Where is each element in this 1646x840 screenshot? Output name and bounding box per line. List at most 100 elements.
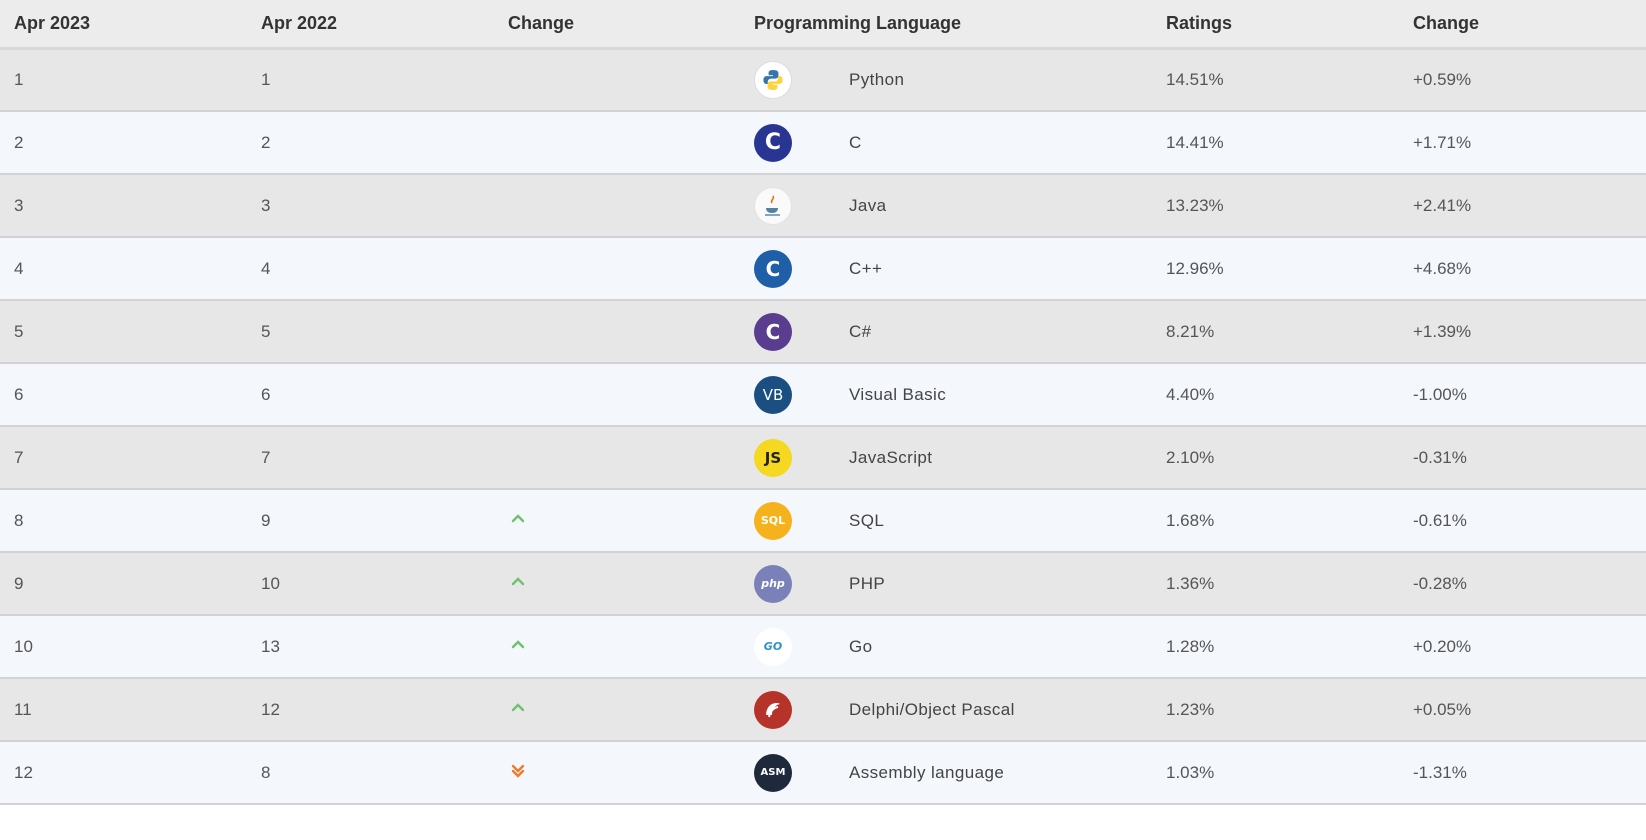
- table-row: 4 4 C C++ 12.96% +4.68%: [0, 237, 1646, 301]
- previous-rank-cell: 2: [247, 111, 494, 175]
- previous-rank-cell: 10: [247, 552, 494, 616]
- current-rank-cell: 10: [0, 615, 247, 679]
- header-change: Change: [494, 0, 740, 50]
- language-name-cell: C#: [835, 300, 1152, 364]
- icon-glyph-text: SQL: [760, 514, 786, 527]
- rating-change-cell: +4.68%: [1399, 237, 1646, 301]
- rating-cell: 14.41%: [1152, 111, 1399, 175]
- rank-up-arrow-icon: [511, 577, 525, 586]
- csharp-icon: C: [754, 312, 792, 351]
- language-icon-cell: php: [740, 552, 835, 616]
- change-indicator-cell: [494, 489, 740, 553]
- current-rank-cell: 5: [0, 300, 247, 364]
- current-rank-cell: 2: [0, 111, 247, 175]
- php-icon: php: [754, 564, 792, 603]
- language-icon-cell: VB: [740, 363, 835, 427]
- language-name-cell: SQL: [835, 489, 1152, 553]
- rating-change-cell: +0.20%: [1399, 615, 1646, 679]
- previous-rank-cell: 13: [247, 615, 494, 679]
- table-row: 3 3 Java 13.23% +2.41%: [0, 174, 1646, 238]
- icon-glyph-text: C: [764, 130, 782, 155]
- header-language: Programming Language: [740, 0, 1152, 50]
- language-name-cell: Go: [835, 615, 1152, 679]
- current-rank-cell: 3: [0, 174, 247, 238]
- current-rank-cell: 12: [0, 741, 247, 805]
- language-name-cell: C: [835, 111, 1152, 175]
- previous-rank-cell: 4: [247, 237, 494, 301]
- visual-basic-icon: VB: [754, 375, 792, 414]
- change-indicator-cell: [494, 426, 740, 490]
- current-rank-cell: 7: [0, 426, 247, 490]
- language-icon-cell: GO: [740, 615, 835, 679]
- ranking-table-container: Apr 2023 Apr 2022 Change Programming Lan…: [0, 0, 1646, 805]
- current-rank-cell: 4: [0, 237, 247, 301]
- rating-change-cell: -0.61%: [1399, 489, 1646, 553]
- change-indicator-cell: [494, 363, 740, 427]
- table-row: 2 2 C C 14.41% +1.71%: [0, 111, 1646, 175]
- language-name-cell: Java: [835, 174, 1152, 238]
- rating-change-cell: -1.00%: [1399, 363, 1646, 427]
- rating-cell: 1.23%: [1152, 678, 1399, 742]
- change-indicator-cell: [494, 237, 740, 301]
- rating-change-cell: +2.41%: [1399, 174, 1646, 238]
- change-indicator-cell: [494, 552, 740, 616]
- language-icon-cell: [740, 174, 835, 238]
- rating-cell: 1.03%: [1152, 741, 1399, 805]
- rating-cell: 1.68%: [1152, 489, 1399, 553]
- table-row: 5 5 C C# 8.21% +1.39%: [0, 300, 1646, 364]
- icon-glyph-text: JS: [764, 448, 782, 467]
- previous-rank-cell: 8: [247, 741, 494, 805]
- change-indicator-cell: [494, 48, 740, 112]
- python-icon: [754, 60, 792, 99]
- current-rank-cell: 11: [0, 678, 247, 742]
- table-row: 7 7 JS JavaScript 2.10% -0.31%: [0, 426, 1646, 490]
- rating-cell: 1.28%: [1152, 615, 1399, 679]
- rating-cell: 4.40%: [1152, 363, 1399, 427]
- language-icon-cell: C: [740, 300, 835, 364]
- current-rank-cell: 1: [0, 48, 247, 112]
- assembly-icon: ASM: [754, 753, 792, 792]
- language-name-cell: Visual Basic: [835, 363, 1152, 427]
- rank-down-double-arrow-icon: [511, 764, 525, 778]
- rating-change-cell: -1.31%: [1399, 741, 1646, 805]
- language-name-cell: Python: [835, 48, 1152, 112]
- table-row: 6 6 VB Visual Basic 4.40% -1.00%: [0, 363, 1646, 427]
- language-name-cell: Delphi/Object Pascal: [835, 678, 1152, 742]
- cpp-icon: C: [754, 249, 792, 288]
- rank-up-arrow-icon: [511, 703, 525, 712]
- java-icon: [754, 186, 792, 225]
- table-row: 12 8 ASM Assembly language 1.03% -1.31%: [0, 741, 1646, 805]
- go-icon: GO: [754, 627, 792, 666]
- rating-cell: 2.10%: [1152, 426, 1399, 490]
- language-icon-cell: [740, 678, 835, 742]
- rating-cell: 13.23%: [1152, 174, 1399, 238]
- rating-cell: 14.51%: [1152, 48, 1399, 112]
- change-indicator-cell: [494, 615, 740, 679]
- rating-cell: 1.36%: [1152, 552, 1399, 616]
- change-indicator-cell: [494, 300, 740, 364]
- icon-glyph-text: php: [761, 577, 785, 590]
- javascript-icon: JS: [754, 438, 792, 477]
- header-rating-change: Change: [1399, 0, 1646, 50]
- previous-rank-cell: 5: [247, 300, 494, 364]
- previous-rank-cell: 1: [247, 48, 494, 112]
- icon-glyph-text: GO: [763, 640, 783, 653]
- language-ranking-table: Apr 2023 Apr 2022 Change Programming Lan…: [0, 0, 1646, 805]
- rank-up-arrow-icon: [511, 640, 525, 649]
- delphi-icon: [754, 690, 792, 729]
- rating-change-cell: -0.31%: [1399, 426, 1646, 490]
- java-cup-shape: [765, 195, 780, 216]
- rating-change-cell: +0.05%: [1399, 678, 1646, 742]
- change-indicator-cell: [494, 174, 740, 238]
- current-rank-cell: 6: [0, 363, 247, 427]
- c-icon: C: [754, 123, 792, 162]
- icon-glyph-text: ASM: [760, 767, 786, 778]
- language-icon-cell: ASM: [740, 741, 835, 805]
- change-indicator-cell: [494, 111, 740, 175]
- table-row: 10 13 GO Go 1.28% +0.20%: [0, 615, 1646, 679]
- language-name-cell: PHP: [835, 552, 1152, 616]
- language-icon-cell: SQL: [740, 489, 835, 553]
- python-logo-shape: [763, 69, 783, 90]
- header-current-rank: Apr 2023: [0, 0, 247, 50]
- previous-rank-cell: 9: [247, 489, 494, 553]
